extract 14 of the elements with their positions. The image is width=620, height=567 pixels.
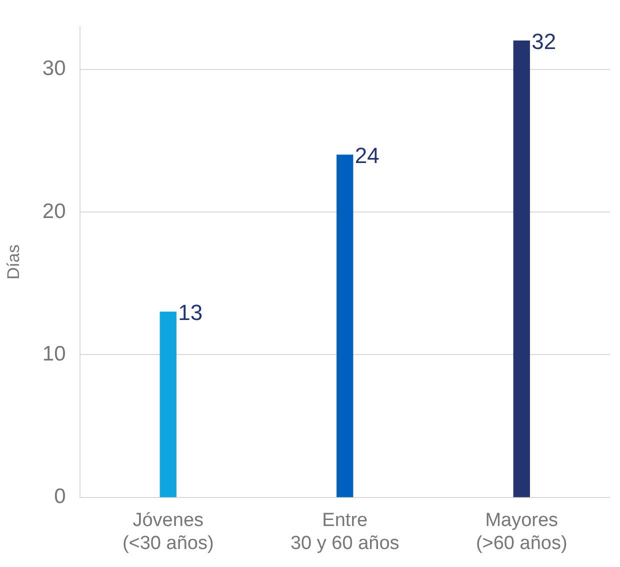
x-tick-label: Jóvenes (<30 años) [122, 510, 214, 554]
x-tick-label: Entre 30 y 60 años [290, 510, 400, 554]
y-axis-title: Días [4, 244, 23, 280]
y-tick-label: 0 [54, 485, 66, 508]
bar [513, 40, 530, 498]
y-tick-label: 10 [42, 342, 66, 366]
data-label: 13 [178, 300, 203, 325]
data-label: 24 [354, 143, 380, 168]
y-tick-label: 30 [42, 57, 66, 80]
y-tick-label: 20 [42, 200, 66, 223]
bar [160, 312, 176, 498]
data-label: 32 [532, 28, 556, 54]
x-tick-label: Mayores (>60 años) [476, 510, 568, 554]
bar [336, 154, 354, 498]
